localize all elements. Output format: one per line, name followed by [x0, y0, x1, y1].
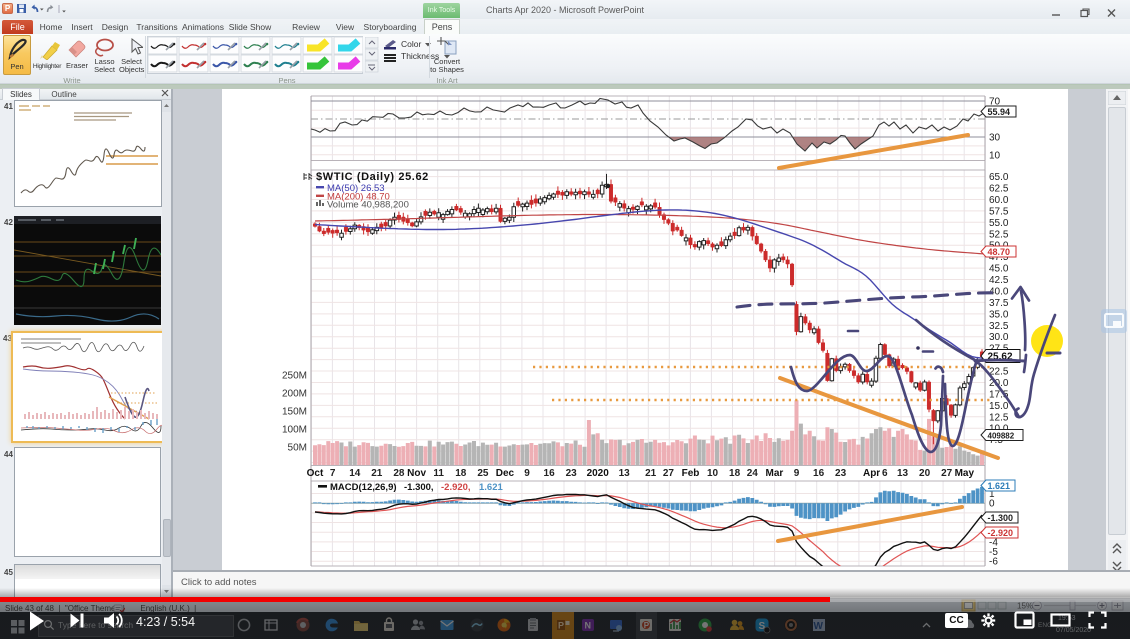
svg-text:48.70: 48.70: [988, 247, 1011, 257]
svg-text:42.5: 42.5: [989, 275, 1009, 286]
svg-text:16: 16: [544, 468, 556, 479]
svg-text:10: 10: [707, 468, 719, 479]
svg-text:-1.300: -1.300: [988, 513, 1014, 523]
svg-text:40.0: 40.0: [989, 287, 1009, 298]
svg-text:50M: 50M: [288, 443, 307, 454]
svg-text:Oct: Oct: [307, 468, 324, 479]
svg-text:21: 21: [645, 468, 657, 479]
svg-text:-2.920,: -2.920,: [441, 482, 471, 493]
svg-text:13: 13: [619, 468, 631, 479]
svg-text:P: P: [558, 621, 564, 631]
svg-text:-2.920: -2.920: [988, 528, 1014, 538]
svg-text:409882: 409882: [988, 432, 1015, 441]
svg-text:$WTIC (Daily) 25.62: $WTIC (Daily) 25.62: [316, 171, 429, 183]
svg-text:15.0: 15.0: [989, 401, 1009, 412]
svg-text:Feb: Feb: [682, 468, 700, 479]
svg-text:22.5: 22.5: [989, 367, 1009, 378]
svg-text:12.5: 12.5: [989, 412, 1009, 423]
svg-text:-5: -5: [989, 547, 998, 558]
svg-text:11: 11: [433, 468, 444, 479]
svg-text:MA(50) 26.53: MA(50) 26.53: [327, 183, 385, 194]
svg-text:55.94: 55.94: [988, 107, 1011, 117]
svg-text:35.0: 35.0: [989, 309, 1009, 320]
svg-text:57.5: 57.5: [989, 206, 1009, 217]
svg-text:20: 20: [919, 468, 931, 479]
svg-text:-6: -6: [989, 557, 998, 568]
svg-text:30.0: 30.0: [989, 332, 1009, 343]
svg-text:13: 13: [897, 468, 909, 479]
svg-text:25.62: 25.62: [988, 352, 1013, 363]
svg-text:65.0: 65.0: [989, 172, 1009, 183]
svg-text:21: 21: [371, 468, 383, 479]
svg-text:20.0: 20.0: [989, 378, 1009, 389]
svg-text:62.5: 62.5: [989, 184, 1009, 195]
svg-text:150M: 150M: [282, 407, 307, 418]
svg-text:15%: 15%: [1017, 602, 1033, 611]
svg-text:27: 27: [941, 468, 953, 479]
svg-text:18: 18: [729, 468, 741, 479]
svg-text:P: P: [644, 621, 650, 630]
svg-text:Apr: Apr: [863, 468, 880, 479]
svg-text:24: 24: [747, 468, 759, 479]
svg-text:30: 30: [989, 133, 1001, 144]
svg-text:1: 1: [989, 489, 995, 500]
svg-text:23: 23: [835, 468, 847, 479]
svg-text:Dec: Dec: [496, 468, 515, 479]
svg-text:55.0: 55.0: [989, 218, 1009, 229]
svg-text:32.5: 32.5: [989, 321, 1009, 332]
svg-text:100M: 100M: [282, 425, 307, 436]
svg-text:52.5: 52.5: [989, 229, 1009, 240]
svg-text:0: 0: [989, 499, 995, 510]
svg-text:-1.300,: -1.300,: [404, 482, 434, 493]
svg-text:28: 28: [393, 468, 405, 479]
svg-text:Volume 40,988,200: Volume 40,988,200: [327, 200, 409, 211]
svg-text:16: 16: [813, 468, 825, 479]
svg-text:25: 25: [477, 468, 489, 479]
svg-text:200M: 200M: [282, 389, 307, 400]
svg-text:Mar: Mar: [766, 468, 784, 479]
svg-text:2020: 2020: [587, 468, 610, 479]
svg-text:23: 23: [566, 468, 578, 479]
svg-text:9: 9: [794, 468, 800, 479]
svg-text:1.621: 1.621: [479, 482, 503, 493]
svg-text:-4: -4: [989, 537, 998, 548]
svg-text:MACD(12,26,9): MACD(12,26,9): [330, 482, 397, 493]
svg-text:70: 70: [989, 97, 1001, 108]
svg-text:17.5: 17.5: [989, 389, 1009, 400]
svg-text:N: N: [585, 621, 592, 631]
svg-text:18: 18: [455, 468, 467, 479]
svg-text:45.0: 45.0: [989, 264, 1009, 275]
svg-text:47.5: 47.5: [989, 252, 1009, 263]
svg-text:9: 9: [524, 468, 530, 479]
svg-text:MA(200) 48.70: MA(200) 48.70: [327, 192, 390, 203]
svg-text:60.0: 60.0: [989, 195, 1009, 206]
svg-text:250M: 250M: [282, 371, 307, 382]
svg-text:14: 14: [349, 468, 361, 479]
svg-text:May: May: [955, 468, 975, 479]
svg-text:7: 7: [330, 468, 336, 479]
svg-text:10: 10: [989, 151, 1001, 162]
svg-text:37.5: 37.5: [989, 298, 1009, 309]
svg-text:27: 27: [663, 468, 675, 479]
svg-text:6: 6: [882, 468, 888, 479]
svg-text:1.621: 1.621: [988, 481, 1011, 491]
svg-text:Nov: Nov: [407, 468, 426, 479]
svg-text:W: W: [814, 621, 824, 632]
